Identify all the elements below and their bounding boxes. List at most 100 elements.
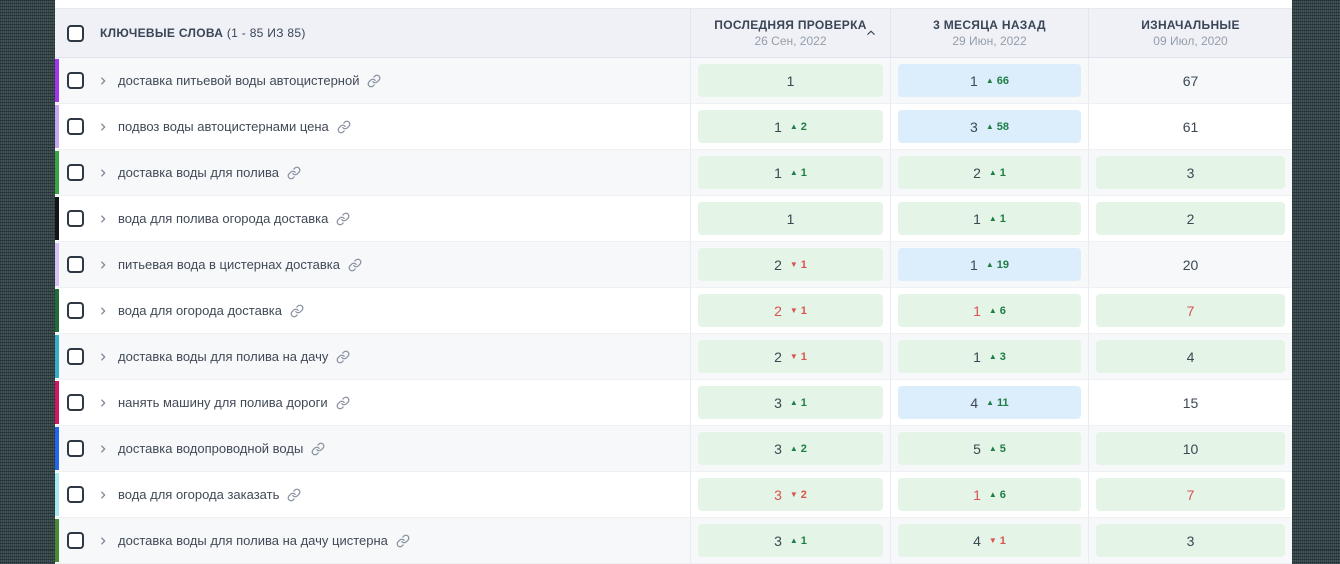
rank-delta: ▲ 5 [989, 443, 1006, 455]
link-icon[interactable] [287, 488, 301, 502]
rank-delta: ▲ 1 [989, 167, 1006, 179]
keyword-cell: нанять машину для полива дороги [55, 380, 690, 425]
rank-pill: 1 ▲ 19 [898, 248, 1081, 281]
row-checkbox[interactable] [67, 72, 84, 89]
chevron-right-icon[interactable] [98, 536, 108, 546]
keyword-text: питьевая вода в цистернах доставка [118, 257, 341, 272]
keyword-cell: доставка воды для полива на дачу [55, 334, 690, 379]
rank-cell-3-months: 1 ▲ 66 [890, 58, 1088, 103]
rank-value: 4 [1186, 348, 1195, 365]
delta-value: 3 [999, 350, 1006, 363]
row-checkbox[interactable] [67, 210, 84, 227]
column-date: 26 Сен, 2022 [754, 34, 827, 48]
column-header-last-check[interactable]: ПОСЛЕДНЯЯ ПРОВЕРКА 26 Сен, 2022 [690, 9, 890, 57]
chevron-right-icon[interactable] [98, 490, 108, 500]
chevron-right-icon[interactable] [98, 260, 108, 270]
row-checkbox[interactable] [67, 118, 84, 135]
delta-value: 66 [996, 74, 1009, 87]
header-keywords-cell: КЛЮЧЕВЫЕ СЛОВА (1 - 85 ИЗ 85) [55, 9, 690, 57]
link-icon[interactable] [336, 350, 350, 364]
chevron-right-icon[interactable] [98, 444, 108, 454]
link-icon[interactable] [287, 166, 301, 180]
rank-pill: 1 [698, 202, 883, 235]
keyword-color-tag [55, 243, 59, 286]
row-checkbox[interactable] [67, 394, 84, 411]
rank-value: 3 [1186, 532, 1195, 549]
chevron-right-icon[interactable] [98, 306, 108, 316]
select-all-checkbox[interactable] [67, 24, 84, 42]
column-header-initial[interactable]: ИЗНАЧАЛЬНЫЕ 09 Июл, 2020 [1088, 9, 1292, 57]
rank-value: 3 [774, 486, 782, 503]
delta-value: 19 [996, 258, 1009, 271]
rank-value: 5 [973, 440, 981, 457]
keyword-row: вода для полива огорода доставка 1 1 ▲ 1 … [55, 196, 1292, 242]
rank-cell-last-check: 1 ▲ 2 [690, 104, 890, 149]
delta-arrow-icon: ▲ [985, 121, 994, 131]
column-header-3-months-ago[interactable]: 3 МЕСЯЦА НАЗАД 29 Июн, 2022 [890, 9, 1088, 57]
rank-delta: ▲ 2 [790, 121, 807, 133]
chevron-right-icon[interactable] [98, 122, 108, 132]
chevron-right-icon[interactable] [98, 352, 108, 362]
row-checkbox[interactable] [67, 256, 84, 273]
link-icon[interactable] [337, 120, 351, 134]
row-checkbox[interactable] [67, 348, 84, 365]
rank-pill: 3 ▼ 2 [698, 478, 883, 511]
chevron-right-icon[interactable] [98, 168, 108, 178]
rank-cell-initial: 20 [1088, 242, 1292, 287]
row-checkbox[interactable] [67, 440, 84, 457]
link-icon[interactable] [367, 74, 381, 88]
delta-arrow-icon: ▲ [789, 397, 798, 407]
keyword-color-tag [55, 519, 59, 562]
link-icon[interactable] [336, 396, 350, 410]
row-checkbox[interactable] [67, 486, 84, 503]
rank-pill: 15 [1096, 386, 1285, 419]
row-checkbox[interactable] [67, 532, 84, 549]
rank-value: 3 [970, 118, 978, 135]
chevron-up-icon[interactable] [865, 28, 877, 39]
rank-value: 2 [1186, 210, 1195, 227]
rank-delta: ▼ 1 [790, 351, 807, 363]
keyword-text: доставка воды для полива [118, 165, 279, 180]
keyword-cell: питьевая вода в цистернах доставка [55, 242, 690, 287]
row-checkbox[interactable] [67, 164, 84, 181]
keyword-cell: вода для огорода заказать [55, 472, 690, 517]
delta-arrow-icon: ▼ [789, 259, 798, 269]
row-checkbox[interactable] [67, 302, 84, 319]
link-icon[interactable] [311, 442, 325, 456]
link-icon[interactable] [348, 258, 362, 272]
link-icon[interactable] [290, 304, 304, 318]
rank-pill: 5 ▲ 5 [898, 432, 1081, 465]
rank-pill: 2 ▼ 1 [698, 248, 883, 281]
chevron-right-icon[interactable] [98, 76, 108, 86]
rank-pill: 3 ▲ 1 [698, 524, 883, 557]
delta-value: 1 [800, 166, 807, 179]
chevron-right-icon[interactable] [98, 214, 108, 224]
keyword-cell: доставка водопроводной воды [55, 426, 690, 471]
rank-pill: 20 [1096, 248, 1285, 281]
keyword-color-tag [55, 335, 59, 378]
rank-pill: 3 ▲ 58 [898, 110, 1081, 143]
column-title: ИЗНАЧАЛЬНЫЕ [1141, 18, 1240, 32]
rank-delta: ▲ 6 [989, 305, 1006, 317]
delta-value: 6 [999, 488, 1006, 501]
delta-arrow-icon: ▲ [988, 167, 997, 177]
link-icon[interactable] [336, 212, 350, 226]
rank-pill: 4 ▲ 11 [898, 386, 1081, 419]
rank-pill: 1 ▲ 1 [898, 202, 1081, 235]
rank-value: 7 [1186, 486, 1195, 503]
link-icon[interactable] [396, 534, 410, 548]
rank-pill: 1 ▲ 66 [898, 64, 1081, 97]
rank-value: 3 [1186, 164, 1195, 181]
rank-value: 3 [774, 394, 782, 411]
rank-pill: 7 [1096, 294, 1285, 327]
chevron-right-icon[interactable] [98, 398, 108, 408]
rank-delta: ▲ 2 [790, 443, 807, 455]
rank-pill: 10 [1096, 432, 1285, 465]
keyword-row: вода для огорода заказать 3 ▼ 2 1 ▲ 6 7 [55, 472, 1292, 518]
keyword-cell: доставка воды для полива на дачу цистерн… [55, 518, 690, 563]
keyword-text: нанять машину для полива дороги [118, 395, 328, 410]
rank-value: 3 [774, 440, 782, 457]
rank-pill: 2 ▼ 1 [698, 294, 883, 327]
delta-value: 5 [999, 442, 1006, 455]
rank-pill: 3 ▲ 2 [698, 432, 883, 465]
